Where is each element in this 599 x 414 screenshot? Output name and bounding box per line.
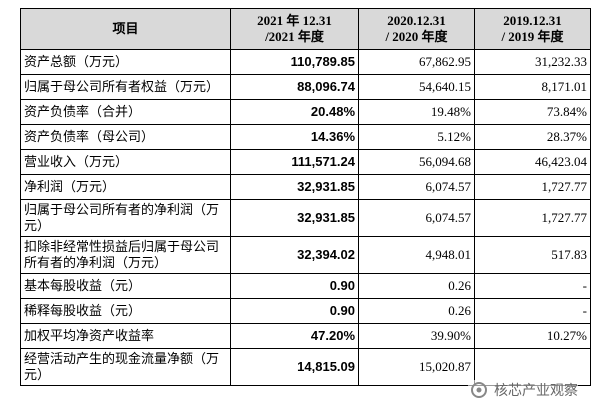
cell-value: 20.48% <box>230 99 359 125</box>
header-line: 2020.12.31 <box>387 13 446 28</box>
cell-value: 67,862.95 <box>358 49 475 75</box>
cell-value: 517.83 <box>474 236 591 274</box>
row-label: 资产负债率（母公司） <box>20 124 231 150</box>
cell-value: 56,094.68 <box>358 149 475 175</box>
header-line: /2021 年度 <box>265 29 324 44</box>
cell-value: 0.90 <box>230 298 359 324</box>
table-row: 加权平均净资产收益率 47.20% 39.90% 10.27% <box>20 323 591 349</box>
cell-value: 111,571.24 <box>230 149 359 175</box>
cell-value: 32,931.85 <box>230 199 359 237</box>
header-row: 项目 2021 年 12.31/2021 年度 2020.12.31/ 2020 年… <box>20 8 591 50</box>
row-label: 资产负债率（合并） <box>20 99 231 125</box>
table-row: 营业收入（万元） 111,571.24 56,094.68 46,423.04 <box>20 149 591 175</box>
table-row: 经营活动产生的现金流量净额（万元） 14,815.09 15,020.87 <box>20 348 591 386</box>
cell-value: 6,074.57 <box>358 199 475 237</box>
cell-value: 5.12% <box>358 124 475 150</box>
cell-value: 88,096.74 <box>230 74 359 100</box>
table-row: 资产负债率（母公司） 14.36% 5.12% 28.37% <box>20 124 591 150</box>
cell-value <box>474 348 591 386</box>
row-label: 归属于母公司所有者权益（万元） <box>20 74 231 100</box>
financial-table: 项目 2021 年 12.31/2021 年度 2020.12.31/ 2020 年… <box>20 8 591 386</box>
cell-value: 46,423.04 <box>474 149 591 175</box>
cell-value: 39.90% <box>358 323 475 349</box>
cell-value: 15,020.87 <box>358 348 475 386</box>
cell-value: 1,727.77 <box>474 199 591 237</box>
row-label: 加权平均净资产收益率 <box>20 323 231 349</box>
cell-value: 6,074.57 <box>358 174 475 200</box>
table-row: 稀释每股收益（元） 0.90 0.26- <box>20 298 591 324</box>
cell-value: 28.37% <box>474 124 591 150</box>
cell-value: 14.36% <box>230 124 359 150</box>
watermark-icon <box>471 382 487 398</box>
cell-value: 0.90 <box>230 273 359 299</box>
watermark-text: 核芯产业观察 <box>494 384 578 399</box>
row-label: 资产总额（万元） <box>20 49 231 75</box>
cell-value: 0.26 <box>358 273 475 299</box>
header-cell: 项目 <box>20 8 231 50</box>
table-row: 基本每股收益（元） 0.90 0.26- <box>20 273 591 299</box>
cell-value: 19.48% <box>358 99 475 125</box>
cell-value: 31,232.33 <box>474 49 591 75</box>
cell-value: 14,815.09 <box>230 348 359 386</box>
header-cell: 2020.12.31/ 2020 年度 <box>358 8 475 50</box>
table-row: 资产总额（万元） 110,789.85 67,862.95 31,232.33 <box>20 49 591 75</box>
table-body: 资产总额（万元） 110,789.85 67,862.95 31,232.33 归属于母… <box>20 49 591 386</box>
header-line: 2021 年 12.31 <box>257 13 332 28</box>
cell-value: - <box>474 273 591 299</box>
row-label: 经营活动产生的现金流量净额（万元） <box>20 348 231 386</box>
header-line: 项目 <box>112 21 139 36</box>
cell-value: 8,171.01 <box>474 74 591 100</box>
row-label: 稀释每股收益（元） <box>20 298 231 324</box>
cell-value: 47.20% <box>230 323 359 349</box>
row-label: 净利润（万元） <box>20 174 231 200</box>
header-line: 2019.12.31 <box>503 13 562 28</box>
row-label: 扣除非经常性损益后归属于母公司所有者的净利润（万元） <box>20 236 231 274</box>
table-row: 净利润（万元） 32,931.85 6,074.57 1,727.77 <box>20 174 591 200</box>
table-row: 归属于母公司所有者的净利润（万元） 32,931.85 6,074.57 1,727.… <box>20 199 591 237</box>
header-line: / 2020 年度 <box>385 29 448 44</box>
header-cell: 2021 年 12.31/2021 年度 <box>230 8 359 50</box>
cell-value: 110,789.85 <box>230 49 359 75</box>
cell-value: - <box>474 298 591 324</box>
cell-value: 54,640.15 <box>358 74 475 100</box>
header-cell: 2019.12.31/ 2019 年度 <box>474 8 591 50</box>
watermark: 核芯产业观察 <box>468 380 578 400</box>
cell-value: 1,727.77 <box>474 174 591 200</box>
cell-value: 10.27% <box>474 323 591 349</box>
cell-value: 0.26 <box>358 298 475 324</box>
row-label: 归属于母公司所有者的净利润（万元） <box>20 199 231 237</box>
row-label: 基本每股收益（元） <box>20 273 231 299</box>
cell-value: 32,394.02 <box>230 236 359 274</box>
cell-value: 73.84% <box>474 99 591 125</box>
cell-value: 32,931.85 <box>230 174 359 200</box>
table-row: 归属于母公司所有者权益（万元） 88,096.74 54,640.15 8,171.0… <box>20 74 591 100</box>
header-line: / 2019 年度 <box>501 29 564 44</box>
table-row: 资产负债率（合并） 20.48% 19.48% 73.84% <box>20 99 591 125</box>
cell-value: 4,948.01 <box>358 236 475 274</box>
row-label: 营业收入（万元） <box>20 149 231 175</box>
table-row: 扣除非经常性损益后归属于母公司所有者的净利润（万元） 32,394.02 4,948… <box>20 236 591 274</box>
